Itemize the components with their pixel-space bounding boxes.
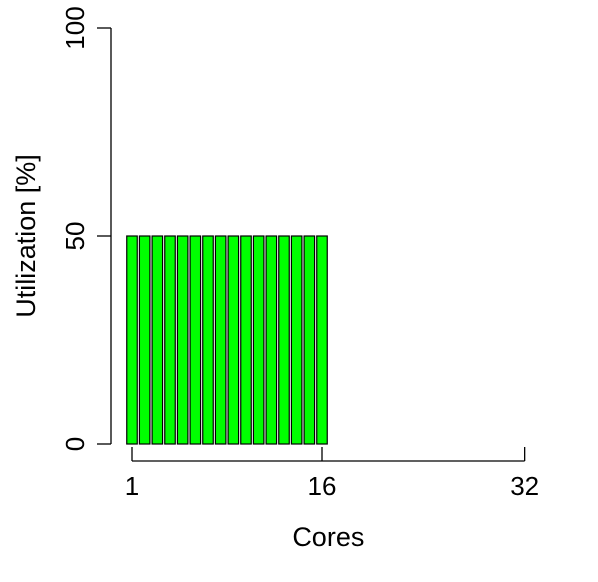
- bar-core-3: [151, 235, 164, 445]
- bar-core-12: [265, 235, 278, 445]
- bar-core-16: [316, 235, 328, 445]
- x-tick-label-16: 16: [308, 471, 337, 501]
- bar-core-8: [214, 235, 227, 445]
- x-tick-label-1: 1: [125, 471, 139, 501]
- bar-core-6: [189, 235, 202, 445]
- y-tick-label-0: 0: [60, 437, 90, 451]
- bar-core-5: [176, 235, 189, 445]
- bar-core-10: [240, 235, 252, 445]
- axes-layer: 0 50 100 1 16 32: [60, 6, 539, 501]
- bar-core-1: [126, 235, 138, 445]
- y-tick-label-50: 50: [60, 222, 90, 251]
- y-axis-title: Utilization [%]: [11, 154, 41, 318]
- bar-core-11: [252, 235, 265, 445]
- x-tick-label-32: 32: [510, 471, 539, 501]
- bar-core-9: [227, 235, 240, 445]
- bar-core-4: [164, 235, 176, 445]
- y-tick-label-100: 100: [60, 6, 90, 49]
- bar-core-7: [202, 235, 214, 445]
- bar-core-2: [138, 235, 151, 445]
- bar-core-13: [278, 235, 290, 445]
- bar-core-14: [290, 235, 303, 445]
- bar-core-15: [303, 235, 316, 445]
- x-axis-title: Cores: [292, 522, 364, 552]
- bars-layer: [126, 235, 328, 445]
